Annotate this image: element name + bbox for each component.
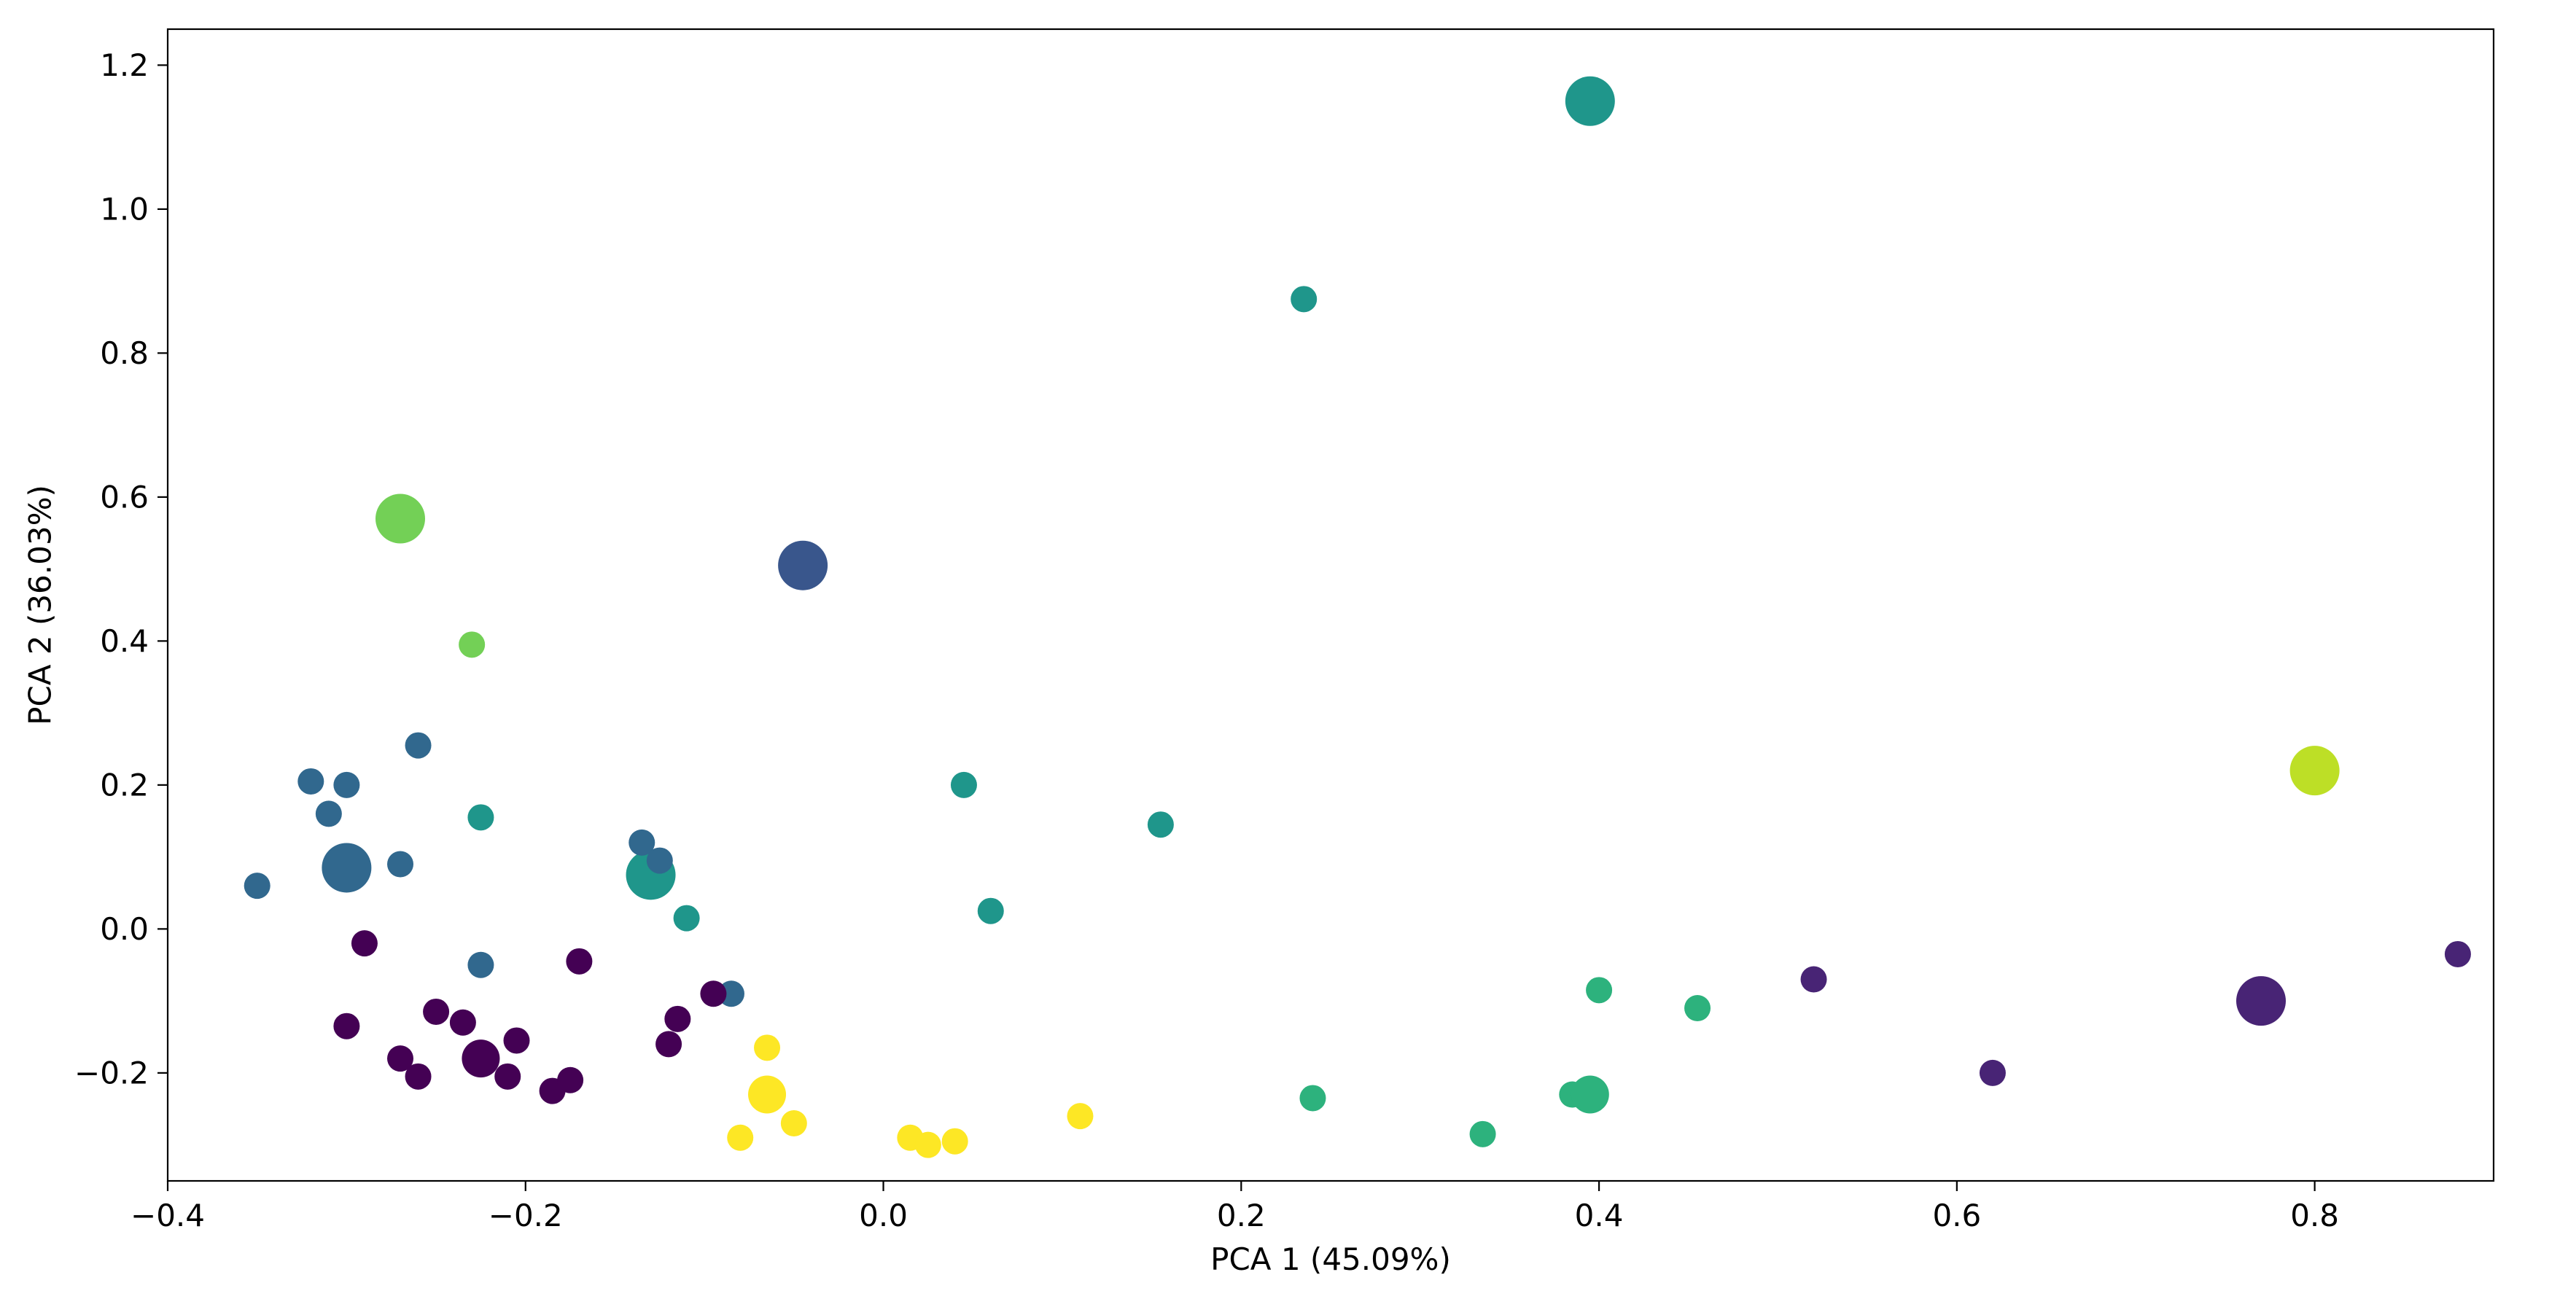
scatter-point [727,1125,753,1151]
scatter-point [1571,1076,1609,1114]
scatter-point [450,1010,476,1036]
scatter-point [297,768,324,795]
scatter-point [2236,976,2286,1026]
scatter-point [754,1034,780,1061]
scatter-point [674,905,700,932]
scatter-point [557,1067,583,1093]
y-tick-label: 1.0 [100,192,149,227]
scatter-point [1299,1085,1326,1111]
scatter-point [459,631,485,658]
scatter-point [322,843,371,892]
x-tick-label: 0.0 [859,1198,908,1233]
scatter-point [778,541,828,590]
x-tick-label: −0.2 [489,1198,563,1233]
y-tick-label: 0.8 [100,335,149,371]
scatter-point [647,848,673,874]
pca-scatter-chart: −0.4 −0.2 0.0 0.2 0.4 0.6 0.8 PCA 1 (45.09%) −0.… [0,0,2576,1307]
y-axis-label: PCA 2 (36.03%) [23,485,58,725]
scatter-point [566,948,592,975]
y-tick-label: −0.2 [74,1056,149,1091]
scatter-point [423,999,449,1025]
y-tick-label: 1.2 [100,47,149,83]
scatter-point [244,873,271,899]
y-tick-label: 0.4 [100,623,149,659]
scatter-point [951,772,977,798]
x-tick-label: 0.4 [1575,1198,1624,1233]
chart-background [0,0,2576,1307]
scatter-point [655,1031,682,1057]
y-tick-label: 0.2 [100,768,149,803]
scatter-point [387,851,413,878]
y-tick-label: 0.0 [100,911,149,947]
x-axis-label: PCA 1 (45.09%) [1210,1241,1451,1277]
scatter-point [1291,286,1317,312]
scatter-point [333,1013,359,1039]
scatter-point [1470,1121,1496,1147]
x-tick-label: 0.8 [2290,1198,2339,1233]
y-tick-label: 0.6 [100,480,149,515]
scatter-point [700,980,726,1007]
scatter-point [1148,811,1174,838]
scatter-point [1980,1060,2006,1086]
scatter-point [1801,967,1827,993]
scatter-point [664,1006,690,1032]
scatter-point [942,1128,968,1155]
scatter-point [781,1110,807,1136]
scatter-point [915,1132,941,1158]
scatter-point [405,733,432,759]
scatter-point [1586,977,1612,1003]
scatter-point [504,1027,530,1053]
x-tick-label: −0.4 [131,1198,205,1233]
scatter-point [351,930,378,956]
scatter-point [2290,746,2340,795]
x-tick-label: 0.2 [1217,1198,1266,1233]
scatter-point [467,804,494,830]
scatter-point [1684,995,1711,1021]
scatter-point [333,772,359,798]
scatter-point [375,494,425,544]
scatter-point [467,952,494,978]
scatter-point [2445,941,2471,967]
scatter-point [316,800,342,827]
scatter-point [978,898,1004,924]
scatter-point [462,1039,499,1077]
scatter-point [1565,77,1615,126]
x-tick-label: 0.6 [1932,1198,1981,1233]
scatter-point [1067,1103,1093,1129]
scatter-point [494,1064,521,1090]
chart-container: −0.4 −0.2 0.0 0.2 0.4 0.6 0.8 PCA 1 (45.09%) −0.… [0,0,2576,1307]
scatter-point [748,1076,786,1114]
scatter-point [405,1064,432,1090]
